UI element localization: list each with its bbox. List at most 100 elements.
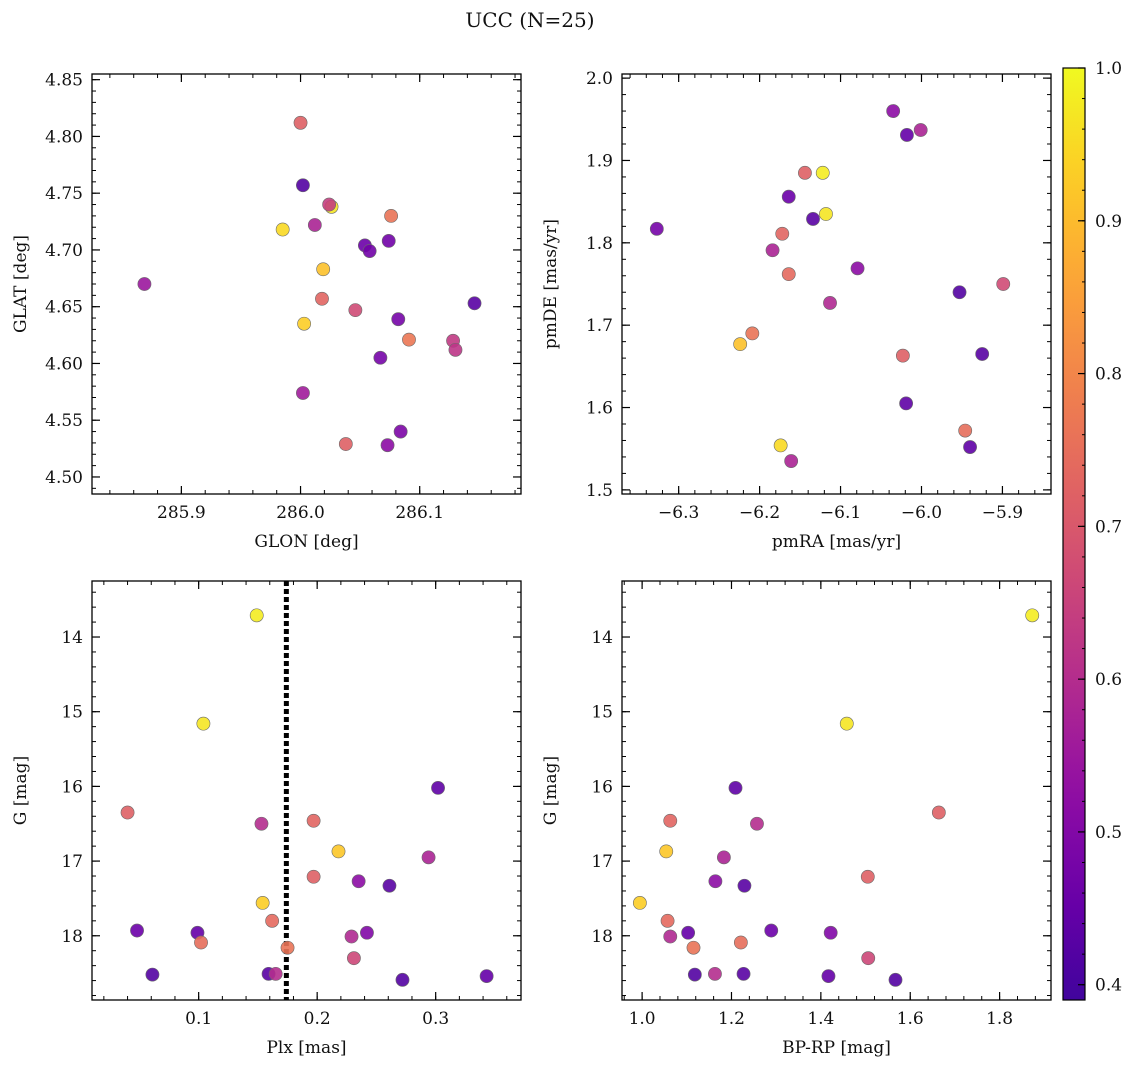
- data-point: [975, 347, 990, 361]
- data-point: [382, 878, 397, 893]
- colorbar-frame: [1062, 67, 1086, 1001]
- x-axis-label: Plx [mas]: [266, 1038, 346, 1058]
- y-tick-label: 4.85: [45, 71, 83, 91]
- data-point: [708, 874, 723, 889]
- data-point: [384, 208, 399, 223]
- data-point: [888, 972, 903, 987]
- x-axis-label: pmRA [mas/yr]: [772, 532, 901, 552]
- data-point: [764, 923, 779, 938]
- data-point: [781, 189, 796, 204]
- y-tick-label: 16: [591, 777, 613, 797]
- data-point: [733, 935, 748, 950]
- data-point: [806, 212, 820, 226]
- y-tick-label: 14: [591, 628, 613, 648]
- data-point: [899, 396, 914, 411]
- data-point: [649, 221, 664, 236]
- data-point: [280, 940, 295, 955]
- data-point: [775, 226, 790, 241]
- data-point: [351, 874, 366, 889]
- data-point: [886, 104, 901, 118]
- colorbar-tick-label: 0.9: [1095, 212, 1122, 232]
- axes-frame: [91, 580, 522, 1001]
- data-point: [296, 386, 310, 400]
- data-point: [306, 869, 321, 884]
- data-point: [958, 423, 973, 438]
- data-point: [297, 316, 312, 331]
- data-point: [895, 348, 910, 363]
- y-tick-label: 15: [61, 703, 83, 723]
- data-point: [819, 207, 833, 221]
- data-point: [773, 438, 788, 453]
- x-tick-label: 1.2: [718, 1009, 745, 1029]
- data-point: [860, 869, 875, 884]
- data-point: [660, 913, 675, 928]
- panel-bprp-g: 1.0 1.2 1.4 1.6 1.8 14 15 16 17 18 BP-RP [mag] G [m…: [541, 580, 1052, 1058]
- data-point: [393, 424, 408, 439]
- data-point: [663, 929, 678, 944]
- x-axis-label: GLON [deg]: [254, 532, 358, 552]
- data-point: [391, 312, 406, 327]
- x-tick-label: 1.6: [897, 1009, 924, 1029]
- y-tick-label: 4.80: [45, 127, 83, 147]
- data-point: [296, 178, 310, 193]
- colorbar-gradient: [1063, 68, 1085, 1000]
- data-point: [663, 813, 678, 828]
- y-tick-label: 4.60: [45, 354, 83, 374]
- data-point: [120, 805, 135, 820]
- data-point: [1025, 608, 1040, 623]
- data-point: [322, 197, 337, 212]
- data-point: [996, 277, 1011, 291]
- data-point: [381, 233, 396, 248]
- data-point: [931, 805, 946, 820]
- y-tick-label: 1.8: [586, 234, 613, 254]
- x-tick-label: −6.3: [658, 503, 699, 523]
- colorbar-tick-label: 0.4: [1095, 976, 1122, 996]
- panel-pmra-pmde: −6.3 −6.2 −6.1 −6.0 −5.9 1.5 1.6 1.7 1.8 1.9 2.0 pm…: [541, 69, 1052, 552]
- data-point: [145, 967, 160, 982]
- data-point: [194, 935, 208, 950]
- y-tick-label: 14: [61, 628, 83, 648]
- data-point: [431, 780, 445, 795]
- axes-frame: [621, 580, 1052, 1001]
- data-point: [750, 816, 764, 831]
- data-point: [360, 925, 374, 940]
- x-tick-label: −6.2: [739, 503, 780, 523]
- data-point: [815, 165, 830, 180]
- y-axis-label: G [mag]: [11, 756, 31, 825]
- data-point: [839, 716, 854, 731]
- data-point: [681, 925, 696, 940]
- data-point: [265, 913, 280, 928]
- data-point: [687, 967, 702, 982]
- data-point: [659, 844, 674, 859]
- colorbar: 0.4 0.5 0.6 0.7 0.8 0.9 1.0: [1062, 59, 1122, 1001]
- data-point: [275, 222, 290, 237]
- data-point: [745, 326, 760, 341]
- y-tick-label: 18: [61, 927, 83, 947]
- y-tick-label: 17: [591, 852, 613, 872]
- data-point: [784, 454, 799, 468]
- x-tick-label: 285.9: [157, 503, 206, 523]
- y-tick-label: 16: [61, 777, 83, 797]
- x-tick-label: −5.9: [982, 503, 1023, 523]
- data-point: [861, 951, 876, 966]
- data-point: [952, 285, 967, 300]
- data-point: [798, 165, 812, 180]
- data-point: [963, 440, 977, 454]
- data-point: [736, 966, 751, 981]
- axes-frame: [621, 73, 1052, 495]
- x-axis-label: BP-RP [mag]: [782, 1038, 891, 1058]
- data-point: [900, 128, 914, 142]
- y-tick-label: 4.55: [45, 411, 83, 431]
- data-point: [362, 244, 377, 258]
- data-point: [737, 878, 752, 893]
- data-point: [315, 291, 329, 306]
- x-tick-label: 1.0: [629, 1009, 656, 1029]
- x-tick-label: −6.1: [820, 503, 861, 523]
- axes-frame: [91, 73, 522, 495]
- data-point: [254, 816, 269, 831]
- panel-plx-g: 0.1 0.2 0.3 14 15 16 17 18 Plx [mas] G [mag]: [11, 580, 522, 1058]
- figure-title: UCC (N=25): [465, 8, 594, 32]
- y-tick-label: 17: [61, 852, 83, 872]
- panels: 285.9 286.0 286.1 4.50 4.55 4.60 4.65 4.70 4.75 4…: [11, 69, 1052, 1058]
